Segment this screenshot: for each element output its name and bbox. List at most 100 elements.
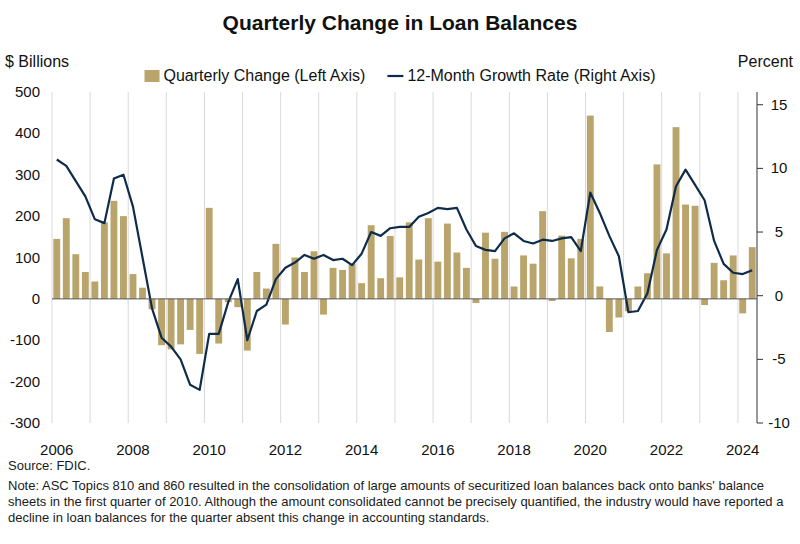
- y2-axis-title: Percent: [738, 53, 794, 70]
- bar: [606, 299, 613, 332]
- grid-line: [509, 92, 510, 423]
- y2-tick: [757, 232, 763, 233]
- legend: Quarterly Change (Left Axis) 12-Month Gro…: [145, 67, 656, 84]
- bar: [453, 253, 460, 299]
- grid-line: [547, 92, 548, 423]
- bar: [330, 268, 337, 299]
- bar: [101, 222, 108, 299]
- bar: [196, 299, 203, 354]
- bar: [444, 224, 451, 299]
- bar: [53, 239, 60, 299]
- bar: [396, 277, 403, 299]
- grid-line: [242, 92, 243, 423]
- bar: [482, 233, 489, 299]
- y2-tick: [757, 359, 763, 360]
- bar: [120, 216, 127, 299]
- bar: [177, 299, 184, 345]
- x-tick-label: 2006: [40, 441, 73, 458]
- bar: [63, 218, 70, 299]
- y2-tick-label: 5: [775, 223, 783, 240]
- bar: [82, 272, 89, 299]
- grid-line: [699, 92, 700, 423]
- bar: [253, 272, 260, 299]
- legend-swatch: [387, 75, 403, 77]
- note: Note: ASC Topics 810 and 860 resulted in…: [8, 478, 792, 526]
- x-tick-label: 2022: [650, 441, 683, 458]
- y2-tick: [757, 295, 763, 296]
- bar: [434, 262, 441, 299]
- grid-line: [128, 92, 129, 423]
- y-tick-label: -200: [10, 373, 40, 390]
- x-tick-label: 2008: [116, 441, 149, 458]
- y2-tick-label: -5: [772, 350, 785, 367]
- y2-tick-label: 10: [771, 159, 788, 176]
- bars: [53, 116, 755, 354]
- chart: Quarterly Change in Loan Balances $ Billi…: [0, 0, 800, 544]
- bar: [520, 255, 527, 298]
- footnotes: Source: FDIC. Note: ASC Topics 810 and 86…: [8, 458, 792, 526]
- grid-line: [204, 92, 205, 423]
- bar: [301, 272, 308, 299]
- bar: [282, 299, 289, 325]
- x-tick-label: 2024: [726, 441, 759, 458]
- bar: [377, 278, 384, 299]
- bar: [730, 255, 737, 298]
- legend-label: 12-Month Growth Rate (Right Axis): [407, 67, 655, 84]
- bar: [701, 299, 708, 305]
- bar: [339, 270, 346, 299]
- legend-swatch: [145, 70, 160, 82]
- x-tick-label: 2020: [574, 441, 607, 458]
- bar: [720, 280, 727, 299]
- grid-line: [280, 92, 281, 423]
- y2-tick-label: 0: [775, 287, 783, 304]
- plot-area: [53, 116, 755, 390]
- grid-line: [52, 92, 53, 423]
- bar: [473, 299, 480, 303]
- bar: [654, 164, 661, 298]
- x-tick-label: 2014: [345, 441, 378, 458]
- y-axis-title: $ Billions: [5, 53, 69, 70]
- bar: [558, 236, 565, 299]
- bar: [139, 288, 146, 299]
- grid-line: [623, 92, 624, 423]
- source: Source: FDIC.: [8, 458, 792, 474]
- bar: [349, 264, 356, 299]
- bar: [673, 127, 680, 299]
- bar: [634, 286, 641, 298]
- bar: [215, 299, 222, 344]
- bar: [110, 201, 117, 299]
- legend-label: Quarterly Change (Left Axis): [164, 67, 366, 84]
- grid-line: [394, 92, 395, 423]
- grid-line: [585, 92, 586, 423]
- bar: [425, 218, 432, 299]
- y2-tick-label: 15: [771, 96, 788, 113]
- bar: [272, 244, 279, 299]
- bar: [168, 299, 175, 349]
- x-tick-label: 2018: [497, 441, 530, 458]
- bar: [187, 299, 194, 330]
- bar: [387, 236, 394, 299]
- bar: [711, 263, 718, 299]
- y-tick-label: 500: [15, 83, 40, 100]
- y2-tick: [757, 423, 763, 424]
- grid-line: [737, 92, 738, 423]
- title: Quarterly Change in Loan Balances: [223, 11, 578, 34]
- bar: [682, 205, 689, 299]
- bar: [539, 211, 546, 299]
- bar: [568, 258, 575, 299]
- bar: [358, 283, 365, 299]
- zero-line: [52, 298, 757, 299]
- grid-line: [90, 92, 91, 423]
- bar: [463, 268, 470, 299]
- y-tick-label: 300: [15, 166, 40, 183]
- y-tick-label: 100: [15, 249, 40, 266]
- line: [57, 159, 752, 389]
- bar: [692, 206, 699, 299]
- y-tick-label: -100: [10, 331, 40, 348]
- bar: [91, 281, 98, 298]
- bar: [749, 247, 756, 299]
- y2-tick-label: -10: [768, 414, 790, 431]
- y2-tick: [757, 104, 763, 105]
- bar: [492, 259, 499, 299]
- grid-line: [471, 92, 472, 423]
